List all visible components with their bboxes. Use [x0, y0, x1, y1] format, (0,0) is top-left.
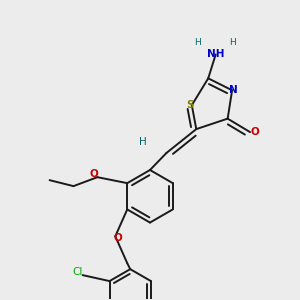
Text: NH: NH [207, 50, 224, 59]
Text: Cl: Cl [72, 267, 83, 277]
Text: H: H [229, 38, 236, 47]
Text: S: S [187, 100, 194, 110]
Text: H: H [194, 38, 201, 47]
Text: O: O [113, 233, 122, 243]
Text: O: O [250, 127, 259, 137]
Text: H: H [139, 136, 146, 147]
Text: N: N [229, 85, 238, 95]
Text: O: O [89, 169, 98, 178]
